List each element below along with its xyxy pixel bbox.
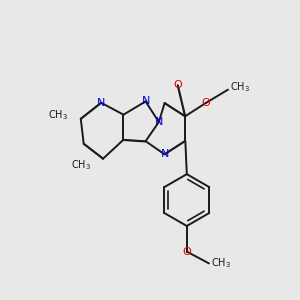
Text: CH$_3$: CH$_3$ — [211, 256, 231, 270]
Text: N: N — [154, 117, 163, 127]
Text: CH$_3$: CH$_3$ — [230, 80, 250, 94]
Text: O: O — [202, 98, 210, 108]
Text: N: N — [97, 98, 106, 108]
Text: O: O — [182, 247, 191, 256]
Text: CH$_3$: CH$_3$ — [47, 109, 68, 122]
Text: O: O — [174, 80, 182, 90]
Text: CH$_3$: CH$_3$ — [70, 158, 91, 172]
Text: N: N — [160, 149, 169, 159]
Text: N: N — [141, 96, 150, 106]
